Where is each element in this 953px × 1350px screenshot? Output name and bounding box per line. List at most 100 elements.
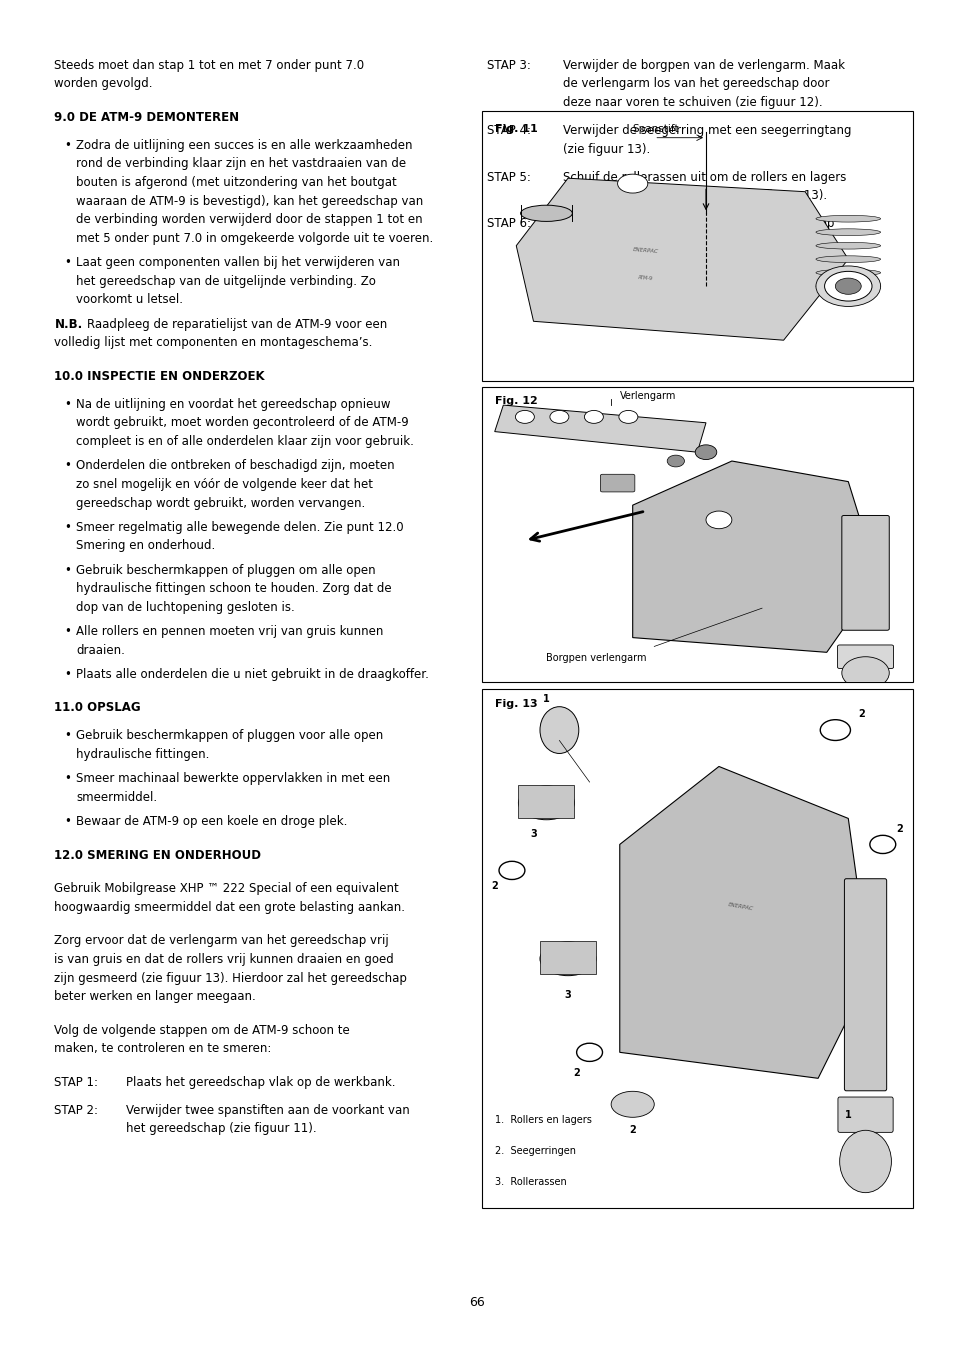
Text: het gereedschap van de uitgelijnde verbinding. Zo: het gereedschap van de uitgelijnde verbi… bbox=[76, 275, 375, 288]
Text: Smeer regelmatig alle bewegende delen. Zie punt 12.0: Smeer regelmatig alle bewegende delen. Z… bbox=[76, 521, 403, 533]
Polygon shape bbox=[516, 178, 847, 340]
Text: Verwijder de seegerring met een seegerringtang: Verwijder de seegerring met een seegerri… bbox=[562, 124, 850, 136]
Text: STAP 4:: STAP 4: bbox=[486, 124, 530, 136]
Ellipse shape bbox=[843, 555, 886, 562]
Text: (zie figuur 13).: (zie figuur 13). bbox=[562, 143, 649, 155]
Bar bbox=[481, 387, 912, 682]
Text: •: • bbox=[64, 729, 71, 742]
Text: beter werken en langer meegaan.: beter werken en langer meegaan. bbox=[54, 991, 255, 1003]
Text: 10.0 INSPECTIE EN ONDERZOEK: 10.0 INSPECTIE EN ONDERZOEK bbox=[54, 370, 265, 383]
Ellipse shape bbox=[845, 944, 884, 953]
Circle shape bbox=[835, 278, 861, 294]
Text: maken, te controleren en te smeren:: maken, te controleren en te smeren: bbox=[54, 1042, 272, 1056]
Polygon shape bbox=[619, 767, 869, 1079]
Text: hoogwaardig smeermiddel dat een grote belasting aankan.: hoogwaardig smeermiddel dat een grote be… bbox=[54, 900, 405, 914]
Text: Controleer de rollerassen, rollers en lagers op: Controleer de rollerassen, rollers en la… bbox=[562, 217, 833, 230]
Bar bbox=[481, 111, 912, 381]
Text: Fig. 11: Fig. 11 bbox=[495, 124, 537, 134]
Text: te verwijderen voor controle. (Zie figuur 13).: te verwijderen voor controle. (Zie figuu… bbox=[562, 189, 826, 202]
Text: •: • bbox=[64, 398, 71, 410]
Text: hydraulische fittingen schoon te houden. Zorg dat de: hydraulische fittingen schoon te houden.… bbox=[76, 582, 392, 595]
Circle shape bbox=[618, 410, 638, 424]
Ellipse shape bbox=[815, 256, 880, 263]
Ellipse shape bbox=[843, 603, 886, 610]
Text: Alle rollers en pennen moeten vrij van gruis kunnen: Alle rollers en pennen moeten vrij van g… bbox=[76, 625, 383, 639]
Text: STAP 5:: STAP 5: bbox=[486, 170, 530, 184]
Circle shape bbox=[666, 455, 683, 467]
Text: Smeer machinaal bewerkte oppervlakken in met een: Smeer machinaal bewerkte oppervlakken in… bbox=[76, 772, 390, 786]
Text: 2: 2 bbox=[857, 710, 863, 720]
Bar bbox=[481, 688, 912, 1208]
Text: •: • bbox=[64, 668, 71, 680]
Text: waaraan de ATM-9 is bevestigd), kan het gereedschap van: waaraan de ATM-9 is bevestigd), kan het … bbox=[76, 194, 423, 208]
Text: Gebruik beschermkappen of pluggen om alle open: Gebruik beschermkappen of pluggen om all… bbox=[76, 563, 375, 576]
Text: 1.  Rollers en lagers: 1. Rollers en lagers bbox=[495, 1115, 591, 1125]
Text: de verbinding worden verwijderd door de stappen 1 tot en: de verbinding worden verwijderd door de … bbox=[76, 213, 422, 227]
Ellipse shape bbox=[843, 587, 886, 594]
Text: •: • bbox=[64, 139, 71, 151]
FancyBboxPatch shape bbox=[837, 645, 893, 668]
Text: 2.  Seegerringen: 2. Seegerringen bbox=[495, 1146, 575, 1156]
Text: Smering en onderhoud.: Smering en onderhoud. bbox=[76, 540, 215, 552]
Text: compleet is en of alle onderdelen klaar zijn voor gebruik.: compleet is en of alle onderdelen klaar … bbox=[76, 435, 414, 448]
Text: Fig. 12: Fig. 12 bbox=[495, 397, 537, 406]
Circle shape bbox=[515, 410, 534, 424]
Circle shape bbox=[841, 656, 888, 688]
Ellipse shape bbox=[845, 918, 884, 927]
Text: wordt gebruikt, moet worden gecontroleerd of de ATM-9: wordt gebruikt, moet worden gecontroleer… bbox=[76, 416, 409, 429]
FancyBboxPatch shape bbox=[837, 1098, 892, 1133]
Text: Verwijder de borgpen van de verlengarm. Maak: Verwijder de borgpen van de verlengarm. … bbox=[562, 58, 844, 72]
Text: STAP 2:: STAP 2: bbox=[54, 1104, 98, 1116]
Ellipse shape bbox=[815, 216, 880, 223]
Text: 3.  Rollerassen: 3. Rollerassen bbox=[495, 1177, 566, 1187]
Text: is van gruis en dat de rollers vrij kunnen draaien en goed: is van gruis en dat de rollers vrij kunn… bbox=[54, 953, 394, 967]
Text: •: • bbox=[64, 563, 71, 576]
Bar bbox=[517, 784, 574, 818]
Text: Gebruik beschermkappen of pluggen voor alle open: Gebruik beschermkappen of pluggen voor a… bbox=[76, 729, 383, 742]
Text: 66: 66 bbox=[469, 1296, 484, 1310]
Text: Verlengarm: Verlengarm bbox=[619, 392, 676, 401]
Text: 3: 3 bbox=[564, 990, 571, 1000]
FancyBboxPatch shape bbox=[843, 879, 885, 1091]
Text: •: • bbox=[64, 521, 71, 533]
Circle shape bbox=[549, 410, 568, 424]
Text: gereedschap wordt gebruikt, worden vervangen.: gereedschap wordt gebruikt, worden verva… bbox=[76, 497, 365, 509]
Text: dop van de luchtopening gesloten is.: dop van de luchtopening gesloten is. bbox=[76, 601, 294, 614]
Text: Na de uitlijning en voordat het gereedschap opnieuw: Na de uitlijning en voordat het gereedsc… bbox=[76, 398, 391, 410]
Ellipse shape bbox=[815, 266, 880, 306]
Text: zo snel mogelijk en vóór de volgende keer dat het: zo snel mogelijk en vóór de volgende kee… bbox=[76, 478, 373, 491]
Text: Zodra de uitlijning een succes is en alle werkzaamheden: Zodra de uitlijning een succes is en all… bbox=[76, 139, 413, 151]
Text: hydraulische fittingen.: hydraulische fittingen. bbox=[76, 748, 210, 761]
Ellipse shape bbox=[845, 969, 884, 979]
Text: 11.0 OPSLAG: 11.0 OPSLAG bbox=[54, 702, 141, 714]
Text: voorkomt u letsel.: voorkomt u letsel. bbox=[76, 293, 183, 306]
Text: ENERPAC: ENERPAC bbox=[726, 902, 753, 911]
Text: Bewaar de ATM-9 op een koele en droge plek.: Bewaar de ATM-9 op een koele en droge pl… bbox=[76, 815, 347, 828]
Text: Laat geen componenten vallen bij het verwijderen van: Laat geen componenten vallen bij het ver… bbox=[76, 256, 400, 269]
Ellipse shape bbox=[845, 892, 884, 900]
Ellipse shape bbox=[539, 942, 596, 976]
Text: 1: 1 bbox=[542, 694, 549, 703]
Text: Verwijder twee spanstiften aan de voorkant van: Verwijder twee spanstiften aan de voorka… bbox=[126, 1104, 409, 1116]
Circle shape bbox=[823, 271, 871, 301]
Text: 1 tot en met 5 in omgekeerde volgorde).: 1 tot en met 5 in omgekeerde volgorde). bbox=[562, 292, 802, 305]
Ellipse shape bbox=[845, 996, 884, 1004]
Bar bbox=[539, 941, 596, 975]
Text: draaien.: draaien. bbox=[76, 644, 125, 656]
Text: Borgpen verlengarm: Borgpen verlengarm bbox=[546, 653, 646, 663]
Text: Zorg ervoor dat de verlengarm van het gereedschap vrij: Zorg ervoor dat de verlengarm van het ge… bbox=[54, 934, 389, 948]
Text: Plaats alle onderdelen die u niet gebruikt in de draagkoffer.: Plaats alle onderdelen die u niet gebrui… bbox=[76, 668, 429, 680]
Text: schade. Als alle onderdelen in goede staat: schade. Als alle onderdelen in goede sta… bbox=[562, 236, 814, 248]
FancyBboxPatch shape bbox=[599, 474, 634, 491]
Text: smeermiddel.: smeermiddel. bbox=[76, 791, 157, 803]
Text: Raadpleeg de reparatielijst van de ATM-9 voor een: Raadpleeg de reparatielijst van de ATM-9… bbox=[87, 317, 387, 331]
Circle shape bbox=[705, 512, 731, 529]
Text: •: • bbox=[64, 815, 71, 828]
Text: 1: 1 bbox=[844, 1110, 851, 1119]
Ellipse shape bbox=[520, 205, 572, 221]
Text: worden gevolgd.: worden gevolgd. bbox=[54, 77, 152, 90]
Text: •: • bbox=[64, 459, 71, 472]
Ellipse shape bbox=[611, 1091, 654, 1118]
Text: STAP 3:: STAP 3: bbox=[486, 58, 530, 72]
Text: •: • bbox=[64, 625, 71, 639]
